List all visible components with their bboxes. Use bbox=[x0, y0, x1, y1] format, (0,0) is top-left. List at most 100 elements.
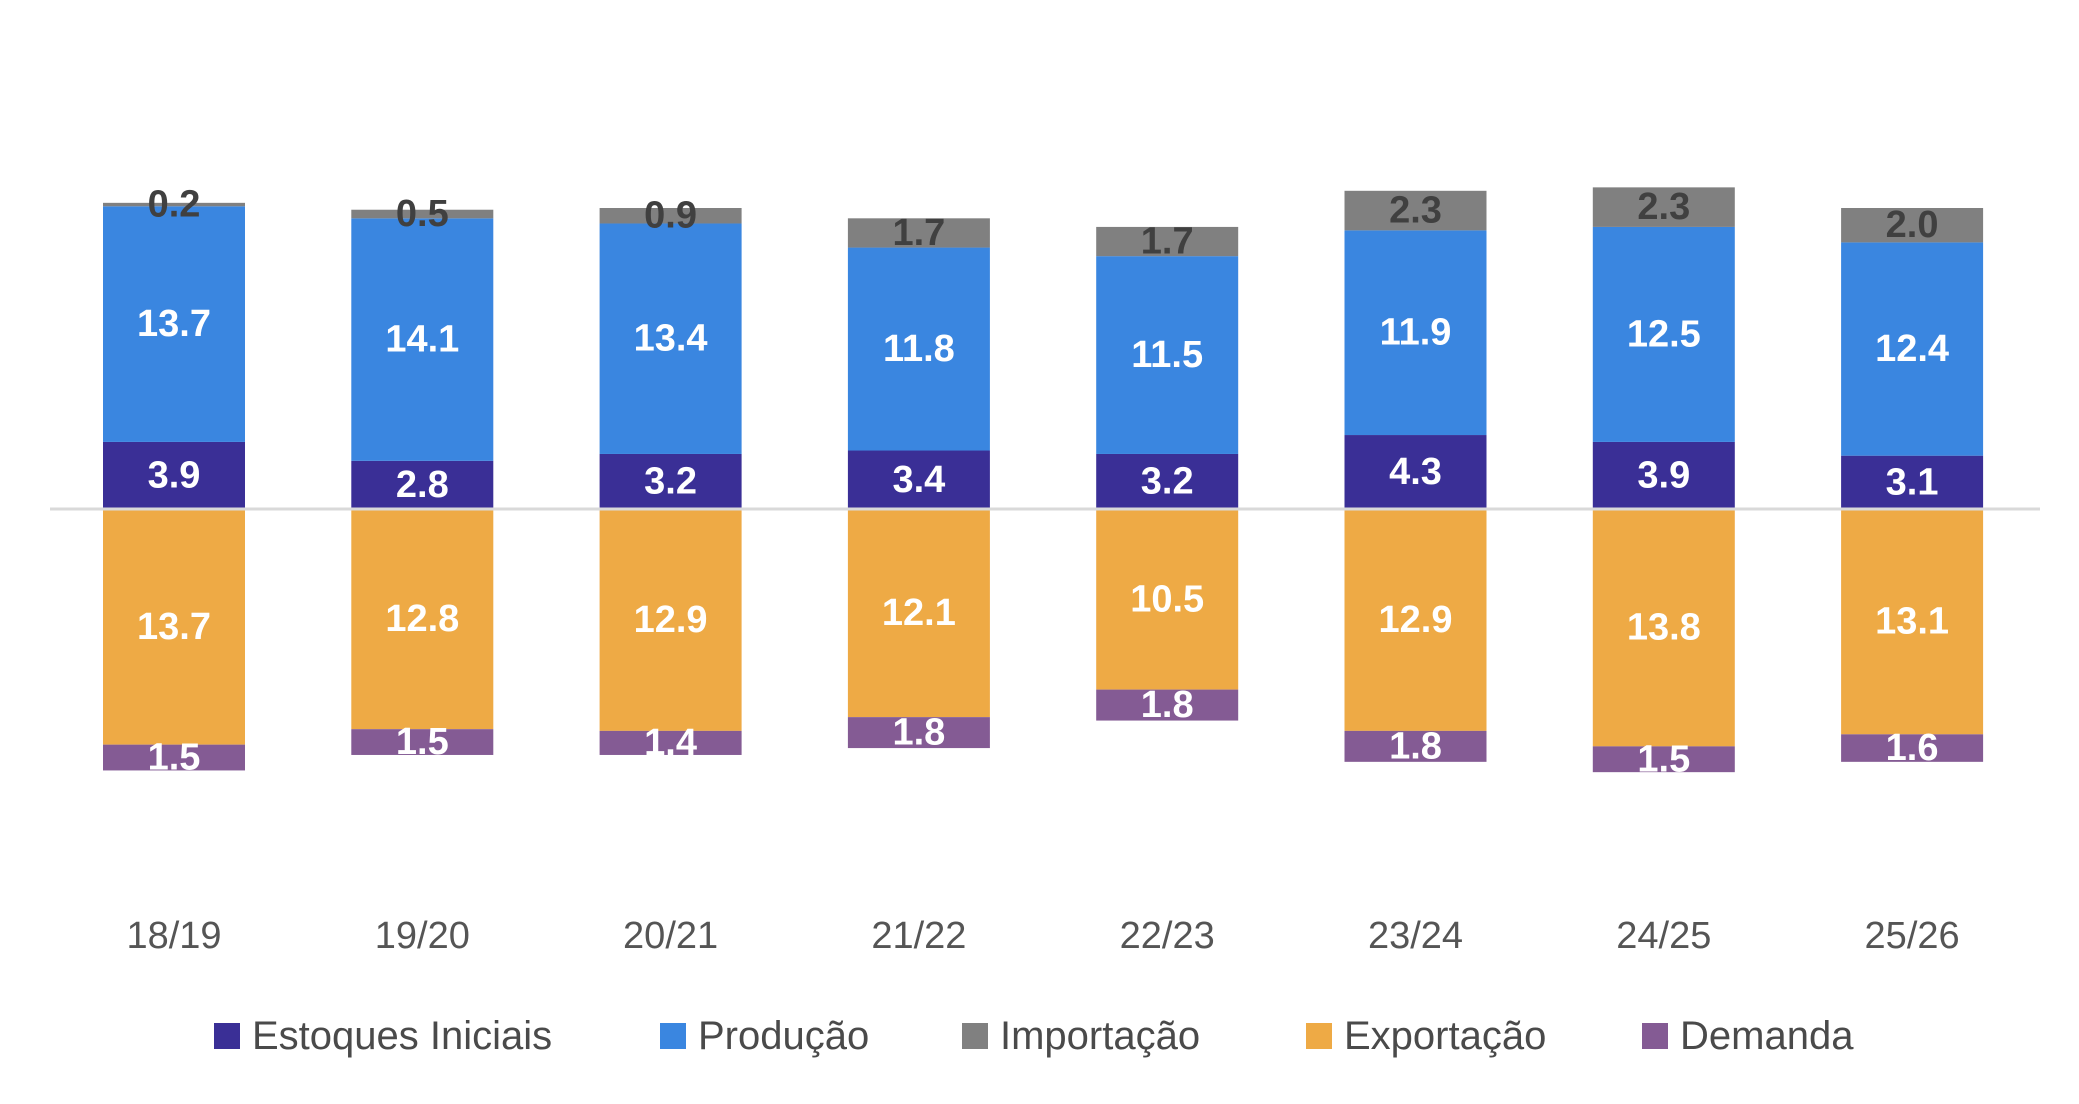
bar-demanda-21-22 bbox=[847, 717, 990, 749]
bar-producao-18-19 bbox=[103, 206, 245, 442]
x-tick-24-25: 24/25 bbox=[1616, 915, 1711, 957]
bar-estoques-iniciais-24-25 bbox=[1592, 441, 1735, 509]
value-labels-layer: 3.9 13.7 0.2 13.7 1.5 2.8 14.1 0.5 12.8 1.5 3.2 13.… bbox=[137, 184, 1949, 781]
bar-importacao-25-26 bbox=[1841, 208, 1984, 243]
bar-exportacao-20-21 bbox=[599, 509, 742, 731]
value-label-exportacao-21-22: 12.1 bbox=[882, 592, 956, 634]
bar-importacao-24-25 bbox=[1592, 187, 1735, 227]
bar-demanda-18-19 bbox=[103, 744, 245, 771]
bar-importacao-21-22 bbox=[847, 218, 990, 248]
value-label-importacao-19-20: 0.5 bbox=[396, 193, 449, 235]
value-label-producao-19-20: 14.1 bbox=[385, 319, 459, 361]
value-label-estoques-iniciais-19-20: 2.8 bbox=[396, 464, 449, 506]
bar-producao-25-26 bbox=[1841, 242, 1984, 456]
x-tick-18-19: 18/19 bbox=[126, 915, 221, 957]
value-label-demanda-22-23: 1.8 bbox=[1141, 684, 1194, 726]
value-label-producao-23-24: 11.9 bbox=[1380, 312, 1452, 354]
value-label-importacao-18-19: 0.2 bbox=[148, 184, 201, 226]
value-label-exportacao-18-19: 13.7 bbox=[137, 606, 211, 648]
value-label-producao-20-21: 13.4 bbox=[634, 318, 708, 360]
value-label-exportacao-19-20: 12.8 bbox=[385, 598, 459, 640]
bar-demanda-23-24 bbox=[1344, 730, 1487, 762]
bar-importacao-22-23 bbox=[1096, 226, 1239, 257]
value-label-estoques-iniciais-25-26: 3.1 bbox=[1886, 461, 1939, 503]
legend-swatch-exportacao bbox=[1306, 1023, 1332, 1049]
value-label-importacao-22-23: 1.7 bbox=[1141, 221, 1194, 263]
value-label-demanda-19-20: 1.5 bbox=[396, 721, 449, 763]
legend-swatch-producao bbox=[660, 1023, 686, 1049]
bar-exportacao-24-25 bbox=[1592, 509, 1735, 747]
value-label-demanda-18-19: 1.5 bbox=[148, 737, 201, 779]
value-label-exportacao-25-26: 13.1 bbox=[1875, 601, 1949, 643]
x-tick-21-22: 21/22 bbox=[871, 915, 966, 957]
bar-exportacao-19-20 bbox=[351, 509, 494, 730]
value-label-producao-25-26: 12.4 bbox=[1875, 328, 1949, 370]
bar-demanda-19-20 bbox=[351, 729, 494, 755]
value-label-demanda-21-22: 1.8 bbox=[892, 712, 945, 754]
legend-label-estoques-iniciais: Estoques Iniciais bbox=[252, 1014, 552, 1058]
legend-label-producao: Produção bbox=[698, 1014, 869, 1058]
legend-item-importacao: Importação bbox=[962, 1014, 1200, 1058]
bar-estoques-iniciais-18-19 bbox=[103, 441, 245, 509]
legend-item-estoques-iniciais: Estoques Iniciais bbox=[214, 1014, 552, 1058]
bar-estoques-iniciais-23-24 bbox=[1344, 435, 1487, 509]
value-label-demanda-24-25: 1.5 bbox=[1637, 738, 1690, 780]
bar-exportacao-18-19 bbox=[103, 509, 245, 745]
bar-estoques-iniciais-20-21 bbox=[599, 453, 742, 509]
bar-importacao-20-21 bbox=[599, 208, 742, 224]
legend-swatch-estoques-iniciais bbox=[214, 1023, 240, 1049]
value-label-estoques-iniciais-23-24: 4.3 bbox=[1389, 451, 1442, 493]
value-label-estoques-iniciais-18-19: 3.9 bbox=[148, 454, 201, 496]
bar-exportacao-23-24 bbox=[1344, 509, 1487, 731]
x-tick-22-23: 22/23 bbox=[1120, 915, 1215, 957]
legend-swatch-importacao bbox=[962, 1023, 988, 1049]
value-label-importacao-23-24: 2.3 bbox=[1389, 190, 1442, 232]
bar-exportacao-25-26 bbox=[1841, 509, 1984, 735]
bar-demanda-24-25 bbox=[1592, 746, 1735, 773]
x-tick-25-26: 25/26 bbox=[1865, 915, 1960, 957]
value-label-producao-21-22: 11.8 bbox=[883, 328, 955, 370]
x-tick-19-20: 19/20 bbox=[375, 915, 470, 957]
legend-label-importacao: Importação bbox=[1000, 1014, 1200, 1058]
bar-estoques-iniciais-25-26 bbox=[1841, 455, 1984, 509]
value-label-producao-24-25: 12.5 bbox=[1627, 313, 1701, 355]
bar-exportacao-21-22 bbox=[847, 509, 990, 718]
bar-demanda-20-21 bbox=[599, 730, 742, 755]
bar-producao-20-21 bbox=[599, 223, 742, 454]
value-label-estoques-iniciais-20-21: 3.2 bbox=[644, 460, 697, 502]
value-label-estoques-iniciais-22-23: 3.2 bbox=[1141, 460, 1194, 502]
value-label-importacao-24-25: 2.3 bbox=[1637, 186, 1690, 228]
value-label-demanda-25-26: 1.6 bbox=[1886, 727, 1939, 769]
bar-importacao-23-24 bbox=[1344, 190, 1487, 231]
bar-estoques-iniciais-19-20 bbox=[351, 460, 494, 509]
value-label-importacao-20-21: 0.9 bbox=[644, 195, 697, 237]
value-label-producao-22-23: 11.5 bbox=[1131, 334, 1203, 376]
bar-producao-24-25 bbox=[1592, 226, 1735, 442]
bar-importacao-19-20 bbox=[351, 209, 494, 219]
bar-producao-22-23 bbox=[1096, 256, 1239, 454]
bar-estoques-iniciais-21-22 bbox=[847, 450, 990, 509]
bar-demanda-25-26 bbox=[1841, 734, 1984, 762]
value-label-estoques-iniciais-24-25: 3.9 bbox=[1637, 454, 1690, 496]
x-tick-20-21: 20/21 bbox=[623, 915, 718, 957]
value-label-exportacao-23-24: 12.9 bbox=[1379, 599, 1453, 641]
bar-producao-19-20 bbox=[351, 218, 494, 461]
bar-producao-23-24 bbox=[1344, 230, 1487, 436]
value-label-exportacao-22-23: 10.5 bbox=[1130, 578, 1204, 620]
bar-producao-21-22 bbox=[847, 247, 990, 451]
legend-item-demanda: Demanda bbox=[1642, 1014, 1854, 1058]
x-tick-23-24: 23/24 bbox=[1368, 915, 1463, 957]
legend-item-exportacao: Exportação bbox=[1306, 1014, 1546, 1058]
value-label-exportacao-24-25: 13.8 bbox=[1627, 607, 1701, 649]
value-label-demanda-20-21: 1.4 bbox=[644, 722, 697, 764]
value-label-demanda-23-24: 1.8 bbox=[1389, 725, 1442, 767]
bars-layer bbox=[103, 187, 1984, 773]
value-label-importacao-25-26: 2.0 bbox=[1886, 204, 1939, 246]
bar-importacao-18-19 bbox=[103, 202, 245, 207]
legend: Estoques Iniciais Produção Importação Expor… bbox=[214, 1014, 1854, 1058]
x-axis-tick-labels: 18/19 19/20 20/21 21/22 22/23 23/24 24/25 25/26 bbox=[126, 915, 1959, 957]
value-label-exportacao-20-21: 12.9 bbox=[634, 599, 708, 641]
value-label-estoques-iniciais-21-22: 3.4 bbox=[892, 459, 945, 501]
legend-label-demanda: Demanda bbox=[1680, 1014, 1854, 1058]
